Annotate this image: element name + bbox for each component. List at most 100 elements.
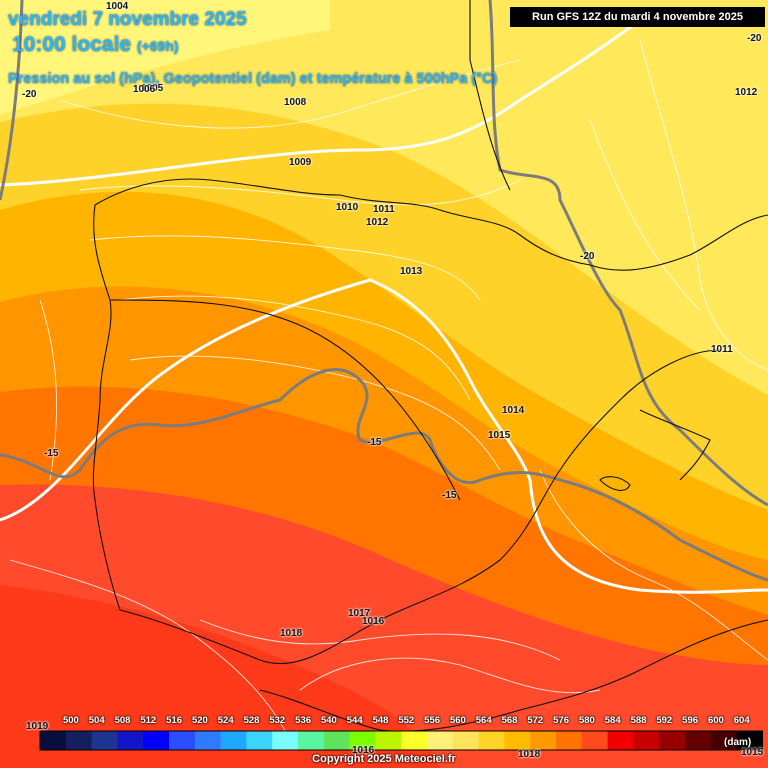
legend-value: 592: [656, 715, 673, 726]
legend-bar: [39, 730, 763, 751]
island: [639, 409, 711, 481]
isobar: [59, 59, 521, 129]
legend-value: 520: [191, 715, 208, 726]
legend-swatch: [685, 731, 712, 750]
run-info: Run GFS 12Z du mardi 4 novembre 2025: [510, 7, 765, 27]
legend-value: 528: [243, 715, 260, 726]
border: [109, 299, 461, 501]
forecast-time-text: 10:00 locale: [12, 33, 132, 56]
copyright: Copyright 2025 Meteociel.fr: [312, 753, 456, 765]
isobar: [299, 657, 601, 694]
legend-value: 556: [424, 715, 441, 726]
legend-swatch: [40, 731, 67, 750]
isotherm-minus20: [488, 0, 768, 507]
legend-swatch: [375, 731, 402, 750]
legend-value: 564: [475, 715, 492, 726]
legend-value: 508: [114, 715, 131, 726]
north-coast: [94, 178, 768, 271]
temperature-label: -20: [747, 33, 762, 44]
legend-value: 504: [88, 715, 105, 726]
pressure-label: 1012: [735, 87, 758, 98]
isobar: [639, 39, 768, 371]
pressure-label: 1019: [26, 721, 49, 732]
geopotential-contours: [0, 18, 768, 594]
legend-swatch: [504, 731, 531, 750]
legend-value: 500: [62, 715, 79, 726]
temperature-label: -20: [580, 251, 595, 262]
pressure-label: 1016: [362, 616, 385, 627]
west-coast: [92, 204, 121, 611]
legend-swatch: [401, 731, 428, 750]
isotherm-minus15: [0, 368, 768, 582]
legend-swatch: [65, 731, 93, 750]
legend-value: 604: [733, 715, 750, 726]
legend-unit: (dam): [724, 737, 752, 748]
east-coast: [119, 349, 721, 665]
pressure-label: 1015: [741, 747, 764, 758]
temperature-label: -20: [22, 89, 37, 100]
pressure-label: 1010: [336, 202, 359, 213]
legend-value: 532: [269, 715, 286, 726]
legend-value: 548: [372, 715, 389, 726]
legend-swatch: [91, 731, 118, 750]
legend-swatch: [427, 731, 454, 750]
coastlines: [92, 0, 768, 732]
pressure-label: 1009: [289, 157, 312, 168]
forecast-lead: (+69h): [136, 38, 179, 54]
legend-value: 536: [295, 715, 312, 726]
isobar: [79, 179, 521, 206]
isobar: [539, 469, 768, 661]
legend-value: 544: [346, 715, 363, 726]
legend-value: 576: [553, 715, 570, 726]
pressure-label: 1005: [141, 83, 164, 94]
pressure-label: 1004: [106, 1, 129, 12]
pressure-label: 1016: [352, 745, 375, 756]
isobar: [39, 299, 58, 481]
pressure-label: 1014: [502, 405, 525, 416]
legend-swatch: [194, 731, 222, 750]
legend-value: 596: [682, 715, 699, 726]
legend-swatch: [349, 731, 376, 750]
isobar: [9, 559, 291, 741]
legend-swatch: [530, 731, 557, 750]
legend-swatch: [478, 731, 505, 750]
legend-value: 516: [166, 715, 183, 726]
legend-swatch: [323, 731, 351, 750]
island: [599, 476, 631, 491]
isobar: [199, 619, 561, 661]
pressure-label: 1018: [280, 628, 303, 639]
legend-swatch: [736, 731, 763, 750]
legend-swatch: [581, 731, 609, 750]
legend-value: 524: [217, 715, 234, 726]
isobar: [589, 119, 701, 311]
legend-swatch: [659, 731, 686, 750]
geopotential-contour: [0, 278, 768, 594]
legend-value: 552: [398, 715, 415, 726]
band-552: [0, 0, 330, 115]
legend-swatch: [220, 731, 247, 750]
legend-swatch: [556, 731, 583, 750]
legend-swatch: [633, 731, 660, 750]
border: [469, 0, 511, 191]
north-africa-coast: [259, 619, 768, 732]
legend-value: 572: [527, 715, 544, 726]
pressure-label: 1011: [711, 344, 733, 355]
pressure-label: 1018: [518, 749, 541, 760]
geopotential-contour: [0, 18, 641, 187]
legend-value: 588: [630, 715, 647, 726]
legend-value: 512: [140, 715, 157, 726]
legend-swatch: [272, 731, 299, 750]
legend-value: 600: [707, 715, 724, 726]
pressure-label: 1015: [488, 430, 511, 441]
pressure-label: 1008: [284, 97, 307, 108]
legend-frame: [39, 730, 763, 751]
legend-value: 560: [449, 715, 466, 726]
isobar: [89, 235, 481, 301]
legend-swatch: [169, 731, 196, 750]
legend-swatch: [607, 731, 634, 750]
legend-value: 568: [501, 715, 518, 726]
legend-swatch: [710, 731, 738, 750]
legend-swatch: [117, 731, 144, 750]
